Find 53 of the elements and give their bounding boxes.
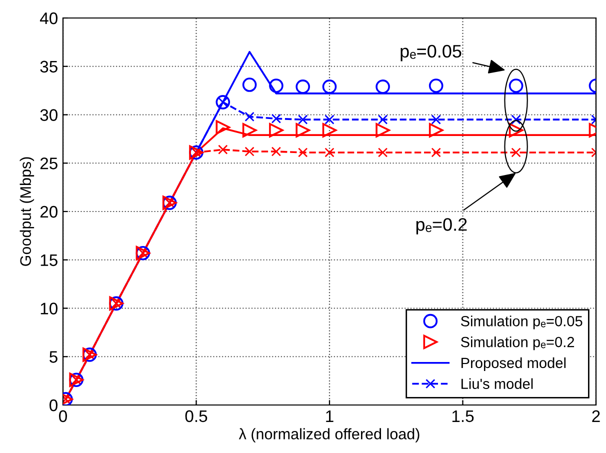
point bbox=[511, 148, 521, 158]
point bbox=[511, 114, 521, 124]
y-tick-label: 20 bbox=[40, 206, 58, 218]
point bbox=[244, 146, 254, 156]
y-tick-label: 40 bbox=[40, 12, 58, 24]
point bbox=[376, 80, 390, 94]
annotation: pₑ=0.2 bbox=[416, 218, 467, 234]
point bbox=[242, 78, 257, 92]
x-tick-label: 1.5 bbox=[452, 410, 474, 422]
point bbox=[322, 123, 337, 138]
annotation: pₑ=0.05 bbox=[400, 44, 462, 62]
y-tick-label: 0 bbox=[50, 399, 58, 412]
x-axis-title: λ (normalized offered load) bbox=[238, 428, 420, 442]
point bbox=[296, 123, 310, 138]
point bbox=[244, 112, 254, 122]
y-tick-label: 15 bbox=[40, 254, 58, 266]
point bbox=[269, 78, 284, 93]
point bbox=[324, 148, 334, 158]
point bbox=[271, 146, 282, 156]
x-tick-label: 1 bbox=[326, 410, 334, 422]
y-tick-label: 5 bbox=[50, 351, 58, 363]
point bbox=[216, 120, 230, 134]
x-tick-label: 2 bbox=[592, 410, 600, 422]
point bbox=[242, 123, 257, 138]
point bbox=[324, 114, 334, 124]
point bbox=[431, 148, 441, 158]
point bbox=[296, 80, 310, 94]
y-tick-label: 35 bbox=[40, 60, 58, 73]
point bbox=[269, 123, 284, 138]
y-tick-label: 25 bbox=[40, 158, 58, 170]
x-tick-label: 0 bbox=[59, 410, 67, 422]
point bbox=[271, 114, 282, 124]
y-tick-label: 10 bbox=[40, 302, 58, 314]
point bbox=[322, 80, 337, 94]
point bbox=[218, 144, 228, 154]
point bbox=[378, 114, 388, 124]
point bbox=[431, 114, 441, 124]
point bbox=[508, 123, 524, 138]
point bbox=[508, 78, 524, 93]
point bbox=[428, 78, 444, 93]
legend-label: Liu's model bbox=[462, 378, 533, 389]
y-axis-title: Goodput (Mbps) bbox=[20, 157, 34, 266]
legend-label: Simulation pₑ=0.05 bbox=[460, 316, 582, 330]
point bbox=[298, 148, 308, 158]
legend-label: Simulation pₑ=0.2 bbox=[460, 336, 574, 350]
x-tick-label: 0.5 bbox=[185, 410, 208, 422]
point bbox=[216, 95, 230, 110]
point bbox=[298, 114, 308, 124]
point bbox=[428, 123, 444, 138]
point bbox=[376, 123, 390, 138]
legend-label: Proposed model bbox=[462, 357, 566, 371]
y-tick-label: 30 bbox=[40, 109, 58, 121]
point bbox=[378, 148, 388, 158]
